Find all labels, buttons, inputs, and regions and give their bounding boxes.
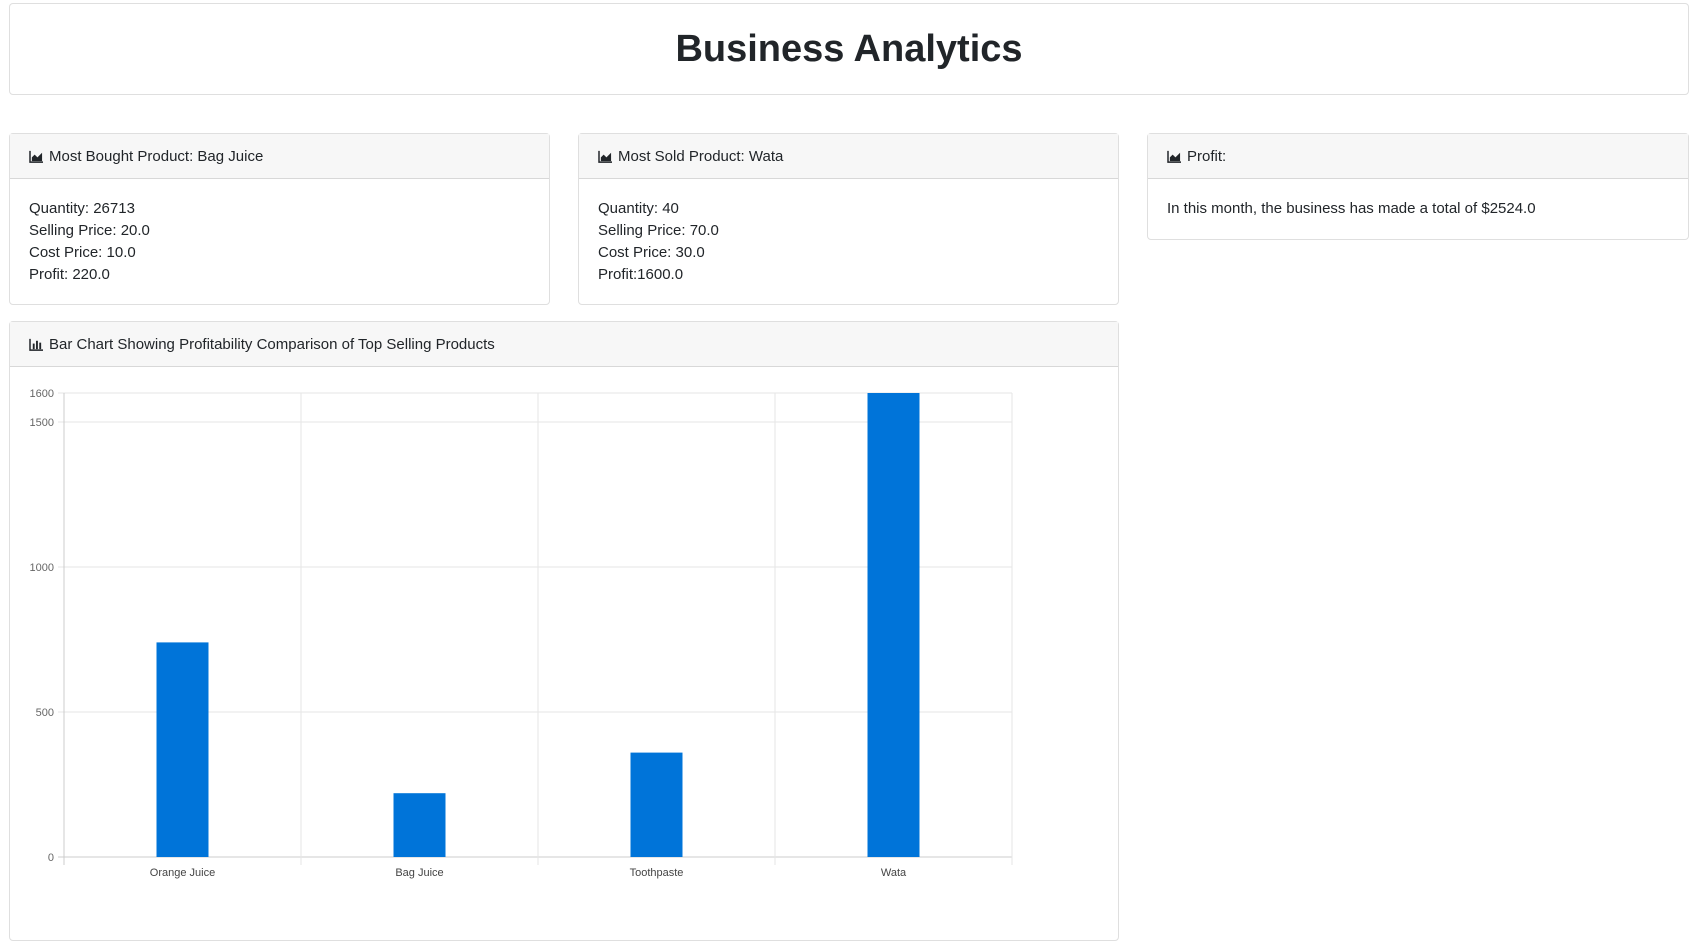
most-sold-title: Most Sold Product: Wata bbox=[618, 147, 784, 165]
bar bbox=[393, 793, 446, 857]
y-tick-label: 0 bbox=[48, 852, 54, 864]
y-tick-label: 1500 bbox=[30, 417, 54, 429]
most-bought-selling-price: Selling Price: 20.0 bbox=[29, 222, 150, 239]
bar bbox=[630, 752, 683, 857]
area-chart-icon bbox=[29, 150, 43, 163]
most-sold-header: Most Sold Product: Wata bbox=[579, 134, 1118, 179]
most-bought-title: Most Bought Product: Bag Juice bbox=[49, 147, 264, 165]
page-title: Business Analytics bbox=[675, 27, 1023, 70]
most-bought-card: Most Bought Product: Bag Juice Quantity:… bbox=[9, 133, 550, 305]
most-sold-quantity: Quantity: 40 bbox=[598, 200, 679, 217]
x-tick-label: Orange Juice bbox=[150, 867, 215, 879]
x-tick-label: Bag Juice bbox=[395, 867, 443, 879]
profit-body: In this month, the business has made a t… bbox=[1148, 179, 1688, 239]
most-bought-body: Quantity: 26713 Selling Price: 20.0 Cost… bbox=[10, 179, 549, 305]
x-tick-label: Wata bbox=[881, 867, 907, 879]
profit-text: In this month, the business has made a t… bbox=[1167, 200, 1536, 217]
chart-header: Bar Chart Showing Profitability Comparis… bbox=[10, 322, 1118, 367]
most-bought-header: Most Bought Product: Bag Juice bbox=[10, 134, 549, 179]
y-tick-label: 500 bbox=[36, 707, 54, 719]
profit-header: Profit: bbox=[1148, 134, 1688, 179]
bar-chart-icon bbox=[29, 338, 43, 351]
area-chart-icon bbox=[1167, 150, 1181, 163]
most-sold-card: Most Sold Product: Wata Quantity: 40 Sel… bbox=[578, 133, 1119, 305]
most-sold-body: Quantity: 40 Selling Price: 70.0 Cost Pr… bbox=[579, 179, 1118, 305]
bar-chart: 0 500 1000 1500 1600 Orange Juice Bag Juice Too… bbox=[30, 388, 1013, 879]
most-bought-profit: Profit: 220.0 bbox=[29, 266, 110, 283]
chart-card: Bar Chart Showing Profitability Comparis… bbox=[9, 321, 1119, 941]
area-chart-icon bbox=[598, 150, 612, 163]
profit-card: Profit: In this month, the business has … bbox=[1147, 133, 1689, 240]
x-tick-label: Toothpaste bbox=[630, 867, 684, 879]
most-sold-selling-price: Selling Price: 70.0 bbox=[598, 222, 719, 239]
profit-title: Profit: bbox=[1187, 147, 1227, 165]
y-tick-label: 1600 bbox=[30, 388, 54, 400]
title-card: Business Analytics bbox=[9, 3, 1689, 95]
most-bought-quantity: Quantity: 26713 bbox=[29, 200, 135, 217]
bar bbox=[867, 393, 920, 857]
y-tick-label: 1000 bbox=[30, 562, 54, 574]
most-sold-cost-price: Cost Price: 30.0 bbox=[598, 244, 705, 261]
most-bought-cost-price: Cost Price: 10.0 bbox=[29, 244, 136, 261]
chart-title: Bar Chart Showing Profitability Comparis… bbox=[49, 335, 495, 353]
most-sold-profit: Profit:1600.0 bbox=[598, 266, 684, 283]
bar bbox=[156, 642, 209, 857]
